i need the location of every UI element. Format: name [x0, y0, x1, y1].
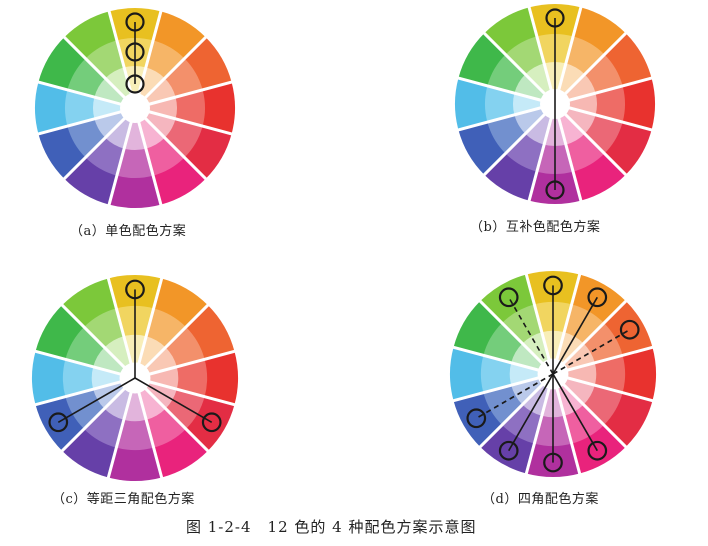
wheel-divider [133, 377, 164, 479]
wheel-divider [524, 273, 555, 375]
connector-line [134, 377, 213, 423]
connector-line [57, 377, 136, 423]
segment-red-inner [553, 362, 597, 386]
wheel-divider [551, 299, 628, 376]
wheel-divider [106, 377, 137, 479]
wheel-divider [107, 107, 137, 206]
caption-b: （b）互补色配色方案 [470, 220, 601, 235]
wheel-divider [62, 35, 137, 110]
connector-line [508, 373, 554, 452]
wheel-divider [478, 299, 555, 376]
marker-green [498, 287, 519, 308]
wheel-divider [551, 372, 628, 449]
wheel-divider [553, 6, 583, 105]
wheel-divider [452, 372, 554, 403]
wheel-divider [482, 31, 557, 106]
wheel-divider [553, 103, 583, 202]
segment-cyan-inner [91, 366, 135, 390]
marker-blue [466, 408, 487, 429]
wheel-divider [106, 277, 137, 379]
segment-purple-inner [124, 108, 146, 151]
wheel-divider [133, 35, 208, 110]
marker-yellow [543, 275, 563, 296]
caption-d: （d）四角配色方案 [482, 492, 599, 507]
wheel-divider [552, 345, 654, 376]
wheel-divider [457, 76, 556, 106]
wheel-divider [527, 6, 557, 105]
segment-red-inner [135, 97, 178, 119]
wheel-divider [60, 376, 137, 453]
wheel-divider [553, 102, 628, 177]
wheel-divider [37, 106, 136, 136]
connector-line [552, 296, 598, 375]
wheel-a [35, 8, 235, 208]
wheel-divider [133, 303, 210, 380]
marker-yellow [125, 279, 145, 300]
wheel-divider [134, 80, 233, 110]
connector-line [552, 373, 598, 452]
wheel-c [31, 274, 239, 482]
segment-red-inner [135, 366, 179, 390]
marker-red-orange [619, 319, 640, 340]
marker-magenta [587, 440, 608, 461]
wheel-divider [37, 80, 136, 110]
caption-c: （c）等距三角配色方案 [52, 492, 195, 507]
segment-cyan-inner [512, 93, 555, 115]
wheel-divider [554, 76, 653, 106]
wheel-d [449, 270, 657, 478]
wheel-divider [133, 107, 163, 206]
wheel-divider [134, 349, 236, 380]
wheel-divider [551, 273, 582, 375]
segment-purple-inner [123, 378, 147, 422]
connector-line [508, 296, 554, 375]
caption-a: （a）单色配色方案 [70, 224, 187, 239]
wheel-divider [133, 376, 210, 453]
marker-yellow-3 [125, 74, 145, 94]
marker-crimson [201, 412, 222, 433]
segment-cyan-inner [92, 97, 135, 119]
marker-purple [543, 452, 563, 473]
wheel-divider [133, 277, 164, 379]
marker-orange [587, 287, 608, 308]
wheel-divider [134, 106, 233, 136]
connector-line [552, 329, 631, 375]
wheel-divider [524, 373, 555, 475]
wheel-divider [133, 106, 208, 181]
wheel-divider [457, 102, 556, 132]
connector-line [475, 373, 554, 419]
figure-title: 图 1-2-4 12 色的 4 种配色方案示意图 [186, 518, 477, 536]
marker-yellow [545, 8, 565, 28]
marker-violet [498, 440, 519, 461]
wheel-divider [62, 106, 137, 181]
wheel-divider [482, 102, 557, 177]
marker-purple [545, 180, 565, 200]
segment-cyan-inner [509, 362, 553, 386]
marker-yellow-1 [125, 12, 145, 32]
wheel-divider [553, 31, 628, 106]
segment-red-inner [555, 93, 598, 115]
wheel-divider [134, 376, 236, 407]
wheel-divider [478, 372, 555, 449]
wheel-divider [554, 102, 653, 132]
wheel-divider [34, 349, 136, 380]
wheel-divider [60, 303, 137, 380]
wheel-b [455, 4, 655, 204]
wheel-divider [552, 372, 654, 403]
wheel-divider [527, 103, 557, 202]
marker-yellow-2 [125, 42, 145, 62]
marker-blue [48, 412, 69, 433]
wheel-divider [452, 345, 554, 376]
wheel-divider [551, 373, 582, 475]
wheel-divider [34, 376, 136, 407]
